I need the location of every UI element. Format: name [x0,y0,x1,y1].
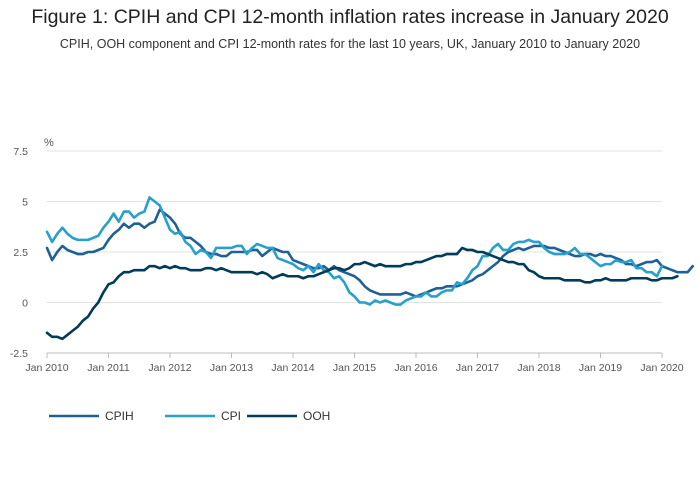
legend-item-cpi: CPI [165,409,241,423]
series-lines [45,196,695,341]
x-tick-label: Jan 2012 [148,362,191,374]
x-tick-label: Jan 2016 [394,362,437,374]
x-tick-label: Jan 2015 [333,362,376,374]
y-tick-label: 2.5 [13,247,28,259]
legend-item-ooh: OOH [247,409,330,423]
x-axis: Jan 2010 Jan 2011 Jan 2012 Jan 2013 Jan 2014… [25,352,684,374]
y-tick-label: 0 [22,298,28,310]
legend-label: CPI [221,409,241,423]
legend: CPIH CPI OOH [49,409,330,423]
x-tick-label: Jan 2011 [87,362,130,374]
y-tick-label: -2.5 [10,348,28,360]
y-tick-label: 5 [22,197,28,209]
y-tick-label: 7.5 [13,146,28,158]
x-tick-label: Jan 2019 [579,362,622,374]
series-line-ooh [45,246,679,341]
chart-subtitle: CPIH, OOH component and CPI 12-month rat… [59,37,641,51]
x-tick-label: Jan 2013 [210,362,253,374]
x-tick-label: Jan 2020 [640,362,683,374]
x-tick-label: Jan 2010 [25,362,68,374]
legend-label: OOH [303,409,330,423]
chart-title: Figure 1: CPIH and CPI 12-month inflatio… [31,6,669,28]
legend-label: CPIH [105,409,134,423]
y-axis-label: % [44,137,54,149]
series-line-cpi [45,196,664,306]
x-tick-label: Jan 2018 [517,362,560,374]
y-axis: -2.5 0 2.5 5 7.5% [10,137,54,360]
x-tick-label: Jan 2017 [456,362,499,374]
legend-item-cpih: CPIH [49,409,134,423]
series-line-cpih [45,208,695,298]
x-tick-label: Jan 2014 [271,362,314,374]
